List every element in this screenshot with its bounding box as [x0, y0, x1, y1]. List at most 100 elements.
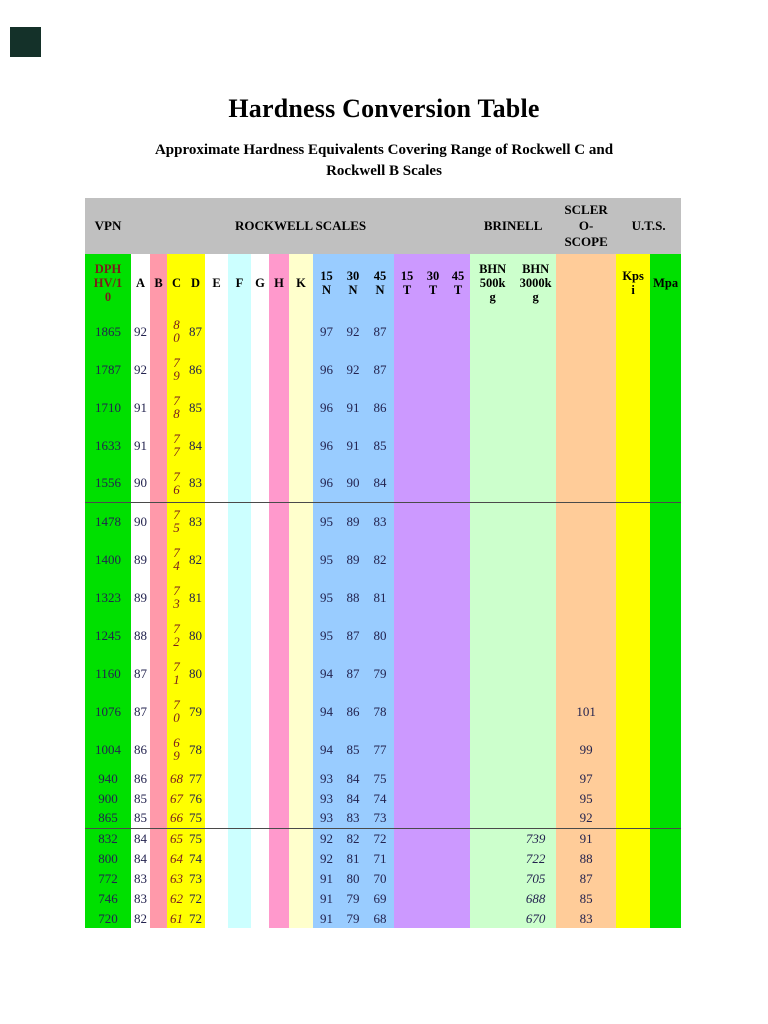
col-header-n45: 45 N	[366, 254, 394, 312]
subtitle-line1: Approximate Hardness Equivalents Coverin…	[154, 142, 614, 158]
cell-b	[150, 888, 167, 908]
cell-n45: 87	[366, 350, 394, 388]
cell-n30: 89	[340, 501, 366, 540]
cell-vpn: 865	[85, 808, 131, 828]
cell-n30: 91	[340, 426, 366, 464]
cell-sclero: 87	[556, 868, 617, 888]
cell-d: 78	[186, 730, 205, 768]
cell-sclero: 95	[556, 788, 617, 808]
cell-n15: 96	[313, 350, 340, 388]
cell-g	[251, 827, 269, 848]
cell-a: 92	[131, 350, 150, 388]
cell-t15	[394, 350, 420, 388]
cell-t30	[420, 868, 446, 888]
table-row: 1004 86 6 9 78 94 85 77 99	[85, 730, 682, 768]
cell-f	[228, 540, 251, 578]
cell-a: 89	[131, 578, 150, 616]
group-header-u-t-s-: U.T.S.	[616, 198, 682, 254]
cell-t30	[420, 654, 446, 692]
cell-a: 89	[131, 540, 150, 578]
cell-a: 87	[131, 692, 150, 730]
cell-bhn500	[470, 827, 516, 848]
page-subtitle: Approximate Hardness Equivalents Coverin…	[40, 140, 728, 182]
col-header-n15: 15 N	[313, 254, 340, 312]
cell-vpn: 1556	[85, 464, 131, 502]
cell-n30: 91	[340, 388, 366, 426]
cell-f	[228, 654, 251, 692]
cell-vpn: 1160	[85, 654, 131, 692]
cell-f	[228, 908, 251, 928]
cell-t15	[394, 501, 420, 540]
cell-sclero	[556, 312, 617, 350]
cell-k	[289, 908, 313, 928]
cell-mpa	[650, 908, 682, 928]
cell-n15: 91	[313, 908, 340, 928]
cell-n30: 90	[340, 464, 366, 502]
cell-n15: 93	[313, 768, 340, 788]
cell-bhn3000	[515, 426, 557, 464]
cell-bhn3000	[515, 578, 557, 616]
cell-h	[269, 426, 289, 464]
table-group-header-row: VPN ROCKWELL SCALES BRINELL SCLER O- SCOPE U…	[85, 198, 682, 254]
cell-h	[269, 888, 289, 908]
cell-t30	[420, 388, 446, 426]
col-header-kpsi: Kps i	[616, 254, 651, 312]
cell-e	[205, 788, 228, 808]
cell-h	[269, 540, 289, 578]
cell-d: 72	[186, 908, 205, 928]
cell-n15: 96	[313, 464, 340, 502]
cell-sclero	[556, 501, 617, 540]
cell-g	[251, 388, 269, 426]
cell-kpsi	[616, 788, 651, 808]
cell-e	[205, 692, 228, 730]
cell-n15: 91	[313, 868, 340, 888]
cell-h	[269, 808, 289, 828]
cell-c: 65	[167, 827, 186, 848]
cell-e	[205, 730, 228, 768]
cell-bhn500	[470, 848, 516, 868]
cell-g	[251, 868, 269, 888]
table-row: 900 85 67 76 93 84 74 95	[85, 788, 682, 808]
cell-kpsi	[616, 388, 651, 426]
cell-d: 83	[186, 464, 205, 502]
cell-h	[269, 578, 289, 616]
cell-f	[228, 692, 251, 730]
cell-g	[251, 848, 269, 868]
cell-vpn: 720	[85, 908, 131, 928]
cell-t30	[420, 464, 446, 502]
cell-b	[150, 908, 167, 928]
table-row: 1245 88 7 2 80 95 87 80	[85, 616, 682, 654]
cell-n30: 87	[340, 616, 366, 654]
cell-c: 7 6	[167, 464, 186, 502]
cell-mpa	[650, 730, 682, 768]
cell-t45	[446, 616, 471, 654]
cell-t30	[420, 768, 446, 788]
table-row: 1076 87 7 0 79 94 86 78 101	[85, 692, 682, 730]
table-row: 1556 90 7 6 83 96 90 84	[85, 464, 682, 502]
cell-h	[269, 908, 289, 928]
group-header-scler: SCLER O- SCOPE	[556, 198, 617, 254]
cell-bhn500	[470, 808, 516, 828]
cell-t45	[446, 312, 471, 350]
cell-n30: 79	[340, 908, 366, 928]
cell-n15: 95	[313, 540, 340, 578]
cell-bhn3000: 722	[515, 848, 557, 868]
cell-bhn3000: 688	[515, 888, 557, 908]
col-header-vpn: DPH HV/1 0	[85, 254, 131, 312]
table-row: 1160 87 7 1 80 94 87 79	[85, 654, 682, 692]
cell-bhn500	[470, 616, 516, 654]
cell-sclero	[556, 464, 617, 502]
cell-mpa	[650, 464, 682, 502]
cell-n30: 84	[340, 788, 366, 808]
cell-g	[251, 888, 269, 908]
cell-kpsi	[616, 768, 651, 788]
cell-b	[150, 768, 167, 788]
cell-c: 68	[167, 768, 186, 788]
cell-t15	[394, 848, 420, 868]
cell-c: 67	[167, 788, 186, 808]
cell-a: 85	[131, 808, 150, 828]
cell-bhn500	[470, 692, 516, 730]
cell-n15: 92	[313, 848, 340, 868]
cell-t30	[420, 540, 446, 578]
